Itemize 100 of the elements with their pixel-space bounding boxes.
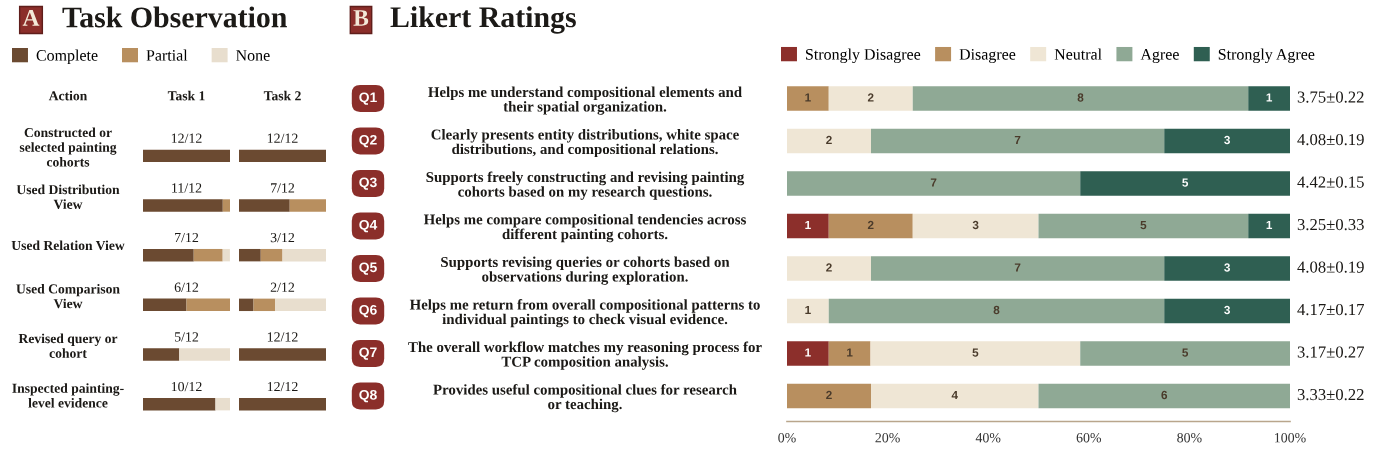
text: Q5 — [359, 262, 377, 275]
bar — [828, 213, 913, 239]
annotation: 5 — [1182, 348, 1189, 357]
y-tick-label: Used Relation View — [11, 240, 125, 251]
annotation: 5 — [972, 348, 979, 357]
annotation: 7 — [930, 178, 937, 187]
data-label: 5/12 — [174, 332, 199, 342]
bar — [828, 341, 871, 366]
y-tick-label: Used Comparison View — [16, 283, 120, 309]
bar — [1038, 213, 1249, 239]
bar — [215, 397, 230, 411]
y-tick-label: Provides useful compositional clues for research or teaching. — [433, 384, 737, 413]
annotation: 1 — [805, 93, 811, 102]
legend-label: Partial — [146, 49, 188, 61]
annotation: 7 — [1014, 135, 1021, 145]
bar — [239, 248, 261, 262]
bar — [222, 199, 230, 212]
text: Q8 — [359, 389, 377, 403]
y-tick-label: Helps me return from overall compositional patterns to individual paintings to check visual evidence. — [409, 299, 760, 328]
bar — [787, 341, 829, 366]
data-label: 12/12 — [267, 133, 298, 143]
bar — [871, 128, 1165, 154]
annotation: 3 — [1224, 305, 1230, 315]
data-label: 10/12 — [171, 381, 202, 392]
bar — [787, 213, 829, 239]
y-tick-label: Helps me compare compositional tendencies across different painting cohorts. — [423, 214, 746, 243]
text: B — [353, 10, 369, 26]
bar — [787, 256, 871, 281]
annotation: 2 — [826, 135, 832, 145]
bar — [275, 298, 326, 312]
bar — [870, 341, 1081, 366]
annotation: 1 — [1266, 93, 1273, 102]
bar — [143, 248, 194, 262]
chart-title: Task Observation — [62, 6, 287, 28]
bar — [1164, 128, 1290, 154]
bar — [260, 248, 283, 262]
text: Likert Ratings — [390, 6, 576, 34]
text: Q1 — [359, 92, 377, 105]
bar — [239, 298, 254, 312]
annotation: 8 — [993, 305, 1000, 315]
bar — [912, 213, 1039, 239]
bar — [222, 248, 230, 262]
bar — [787, 383, 871, 409]
annotation: 5 — [1140, 220, 1147, 230]
data-label: 2/12 — [270, 282, 295, 292]
annotation: 4 — [951, 390, 958, 400]
legend-label: None — [236, 50, 270, 61]
bar — [143, 298, 187, 312]
y-tick-label: Constructed or selected painting cohorts — [19, 127, 117, 167]
bar — [787, 128, 871, 154]
y-tick-label: The overall workflow matches my reasoning process for TCP composition analysis. — [408, 341, 762, 370]
bar — [239, 149, 326, 163]
data-label: 6/12 — [174, 282, 199, 292]
bar — [1248, 86, 1290, 111]
bar — [179, 348, 230, 361]
text: 4.08±0.19 — [1297, 261, 1364, 273]
legend-label: Complete — [36, 49, 98, 65]
legend-label: Strongly Disagree — [806, 48, 921, 64]
x-tick-label: 80% — [1177, 433, 1202, 443]
bar — [253, 298, 276, 312]
bar — [186, 298, 230, 312]
bar — [143, 397, 216, 411]
bar — [787, 86, 829, 111]
x-tick-label: 100% — [1275, 433, 1306, 443]
data-label: 11/12 — [172, 183, 202, 193]
text: 3.33±0.22 — [1297, 388, 1364, 401]
x-tick-label: 0% — [778, 433, 796, 443]
legend-label: Neutral — [1054, 48, 1102, 60]
text: 3.25±0.33 — [1297, 218, 1364, 231]
bar — [1248, 213, 1290, 239]
text: Q3 — [359, 177, 377, 190]
bar — [143, 199, 223, 212]
text: A — [22, 10, 40, 26]
x-tick-label: 60% — [1076, 433, 1102, 443]
bar — [239, 397, 326, 411]
bar — [1080, 171, 1290, 196]
annotation: 2 — [826, 390, 832, 400]
data-label: 12/12 — [267, 381, 298, 392]
text: Q6 — [359, 304, 377, 318]
bar — [828, 298, 1165, 324]
annotation: 1 — [1266, 220, 1273, 230]
data-label: 12/12 — [267, 332, 298, 342]
data-label: 3/12 — [270, 232, 295, 243]
x-axis-title: Task 2 — [263, 90, 301, 101]
annotation: 2 — [867, 93, 874, 102]
annotation: 3 — [972, 220, 979, 230]
bar — [787, 298, 829, 324]
data-label: 7/12 — [271, 183, 295, 193]
text: 3.17±0.27 — [1297, 346, 1364, 358]
text: 4.08±0.19 — [1297, 133, 1364, 146]
annotation: 2 — [826, 263, 832, 272]
annotation: 3 — [1224, 263, 1230, 272]
text: 4.17±0.17 — [1297, 303, 1364, 316]
bar — [871, 383, 1039, 409]
bar — [1164, 256, 1290, 281]
annotation: 3 — [1224, 135, 1230, 145]
text: Q7 — [359, 347, 377, 360]
y-tick-label: Used Distribution View — [16, 184, 120, 209]
bar — [1038, 383, 1290, 409]
bar — [289, 199, 326, 212]
